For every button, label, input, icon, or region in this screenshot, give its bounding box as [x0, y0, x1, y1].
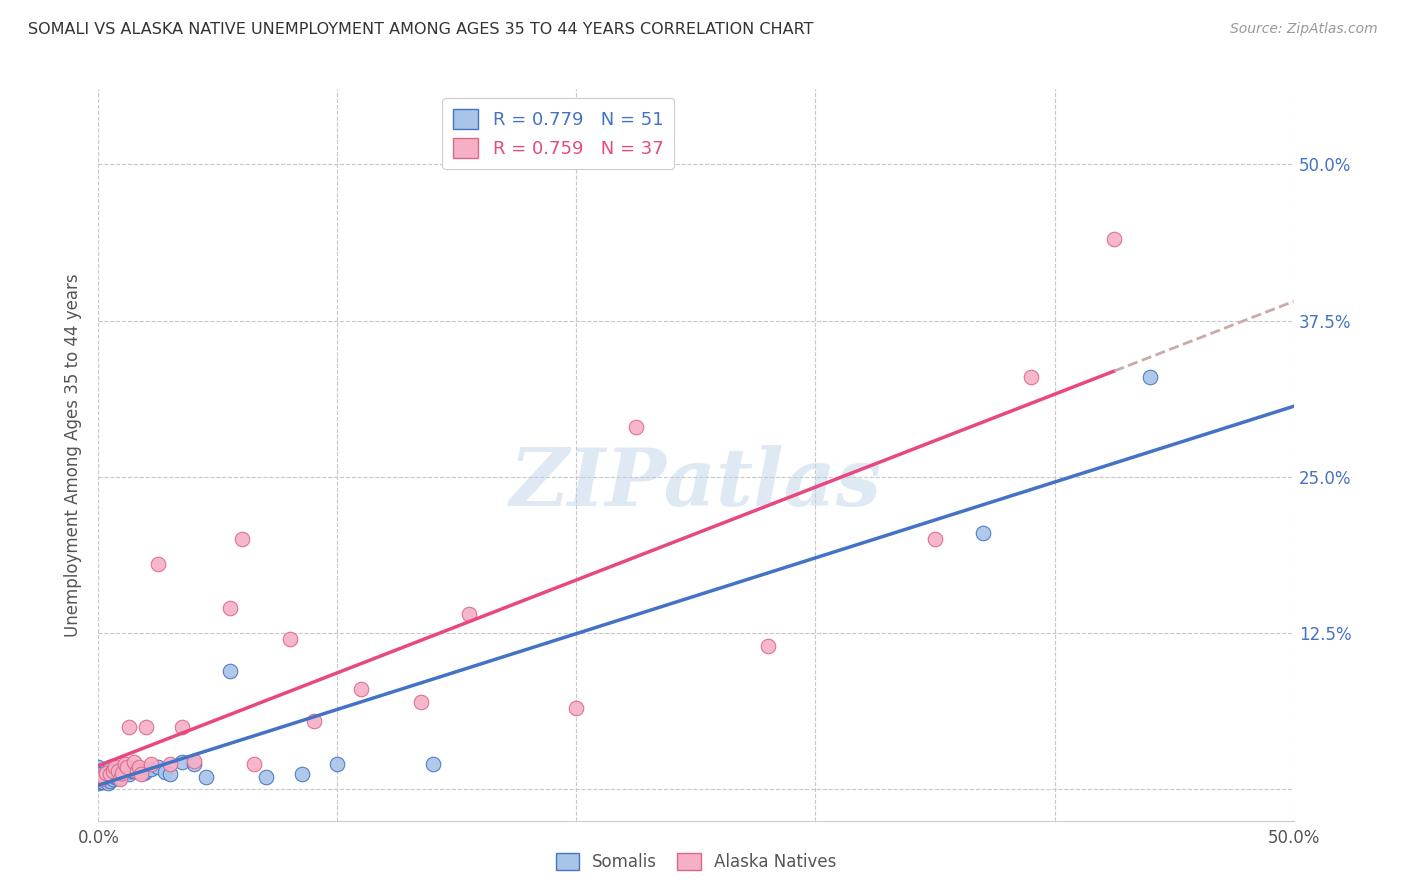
- Point: [972, 526, 994, 541]
- Point: [115, 764, 138, 779]
- Point: [458, 607, 481, 622]
- Point: [108, 772, 131, 787]
- Point: [125, 763, 148, 777]
- Point: [87, 767, 110, 781]
- Point: [87, 770, 110, 784]
- Point: [148, 558, 170, 572]
- Point: [90, 767, 112, 781]
- Point: [98, 767, 122, 781]
- Point: [924, 533, 946, 547]
- Y-axis label: Unemployment Among Ages 35 to 44 years: Unemployment Among Ages 35 to 44 years: [65, 273, 83, 637]
- Point: [104, 760, 127, 774]
- Point: [90, 775, 112, 789]
- Point: [125, 764, 148, 778]
- Point: [194, 770, 218, 784]
- Point: [121, 764, 143, 778]
- Point: [101, 764, 124, 778]
- Point: [128, 763, 150, 777]
- Point: [111, 767, 134, 781]
- Point: [111, 763, 134, 777]
- Point: [118, 767, 141, 781]
- Point: [254, 770, 277, 784]
- Point: [219, 601, 242, 615]
- Legend: Somalis, Alaska Natives: Somalis, Alaska Natives: [548, 847, 844, 878]
- Point: [565, 701, 588, 715]
- Point: [159, 767, 181, 781]
- Point: [128, 760, 150, 774]
- Point: [139, 757, 162, 772]
- Point: [104, 764, 127, 778]
- Text: SOMALI VS ALASKA NATIVE UNEMPLOYMENT AMONG AGES 35 TO 44 YEARS CORRELATION CHART: SOMALI VS ALASKA NATIVE UNEMPLOYMENT AMO…: [28, 22, 814, 37]
- Point: [91, 775, 114, 789]
- Point: [131, 767, 153, 781]
- Point: [91, 770, 114, 784]
- Point: [87, 772, 110, 787]
- Point: [90, 772, 112, 787]
- Point: [350, 682, 373, 697]
- Point: [87, 770, 110, 784]
- Point: [124, 764, 146, 778]
- Point: [219, 664, 242, 678]
- Point: [94, 766, 117, 780]
- Point: [90, 772, 112, 787]
- Point: [139, 763, 162, 777]
- Point: [1139, 369, 1161, 384]
- Point: [107, 764, 129, 778]
- Point: [91, 770, 114, 784]
- Point: [183, 754, 205, 768]
- Point: [148, 760, 170, 774]
- Point: [422, 757, 444, 772]
- Point: [97, 776, 120, 790]
- Point: [411, 695, 433, 709]
- Point: [155, 764, 177, 779]
- Point: [172, 720, 194, 734]
- Point: [291, 767, 314, 781]
- Point: [98, 767, 122, 781]
- Point: [132, 766, 155, 780]
- Text: Source: ZipAtlas.com: Source: ZipAtlas.com: [1230, 22, 1378, 37]
- Point: [87, 760, 110, 774]
- Point: [111, 766, 134, 780]
- Point: [104, 770, 127, 784]
- Point: [115, 760, 138, 774]
- Point: [98, 773, 122, 788]
- Point: [114, 757, 136, 772]
- Point: [94, 772, 117, 787]
- Point: [231, 533, 253, 547]
- Point: [626, 419, 648, 434]
- Point: [108, 770, 131, 784]
- Point: [114, 766, 136, 780]
- Point: [87, 776, 110, 790]
- Point: [97, 770, 120, 784]
- Text: ZIPatlas: ZIPatlas: [510, 445, 882, 523]
- Point: [1102, 232, 1125, 246]
- Point: [1019, 369, 1042, 384]
- Point: [135, 720, 157, 734]
- Point: [94, 766, 117, 780]
- Point: [159, 757, 181, 772]
- Point: [243, 757, 266, 772]
- Point: [108, 766, 131, 780]
- Point: [172, 755, 194, 769]
- Point: [101, 772, 124, 787]
- Point: [118, 720, 141, 734]
- Point: [124, 755, 146, 769]
- Point: [278, 632, 301, 647]
- Point: [98, 760, 122, 774]
- Point: [107, 771, 129, 785]
- Point: [107, 764, 129, 778]
- Point: [326, 757, 349, 772]
- Point: [101, 764, 124, 779]
- Point: [131, 764, 153, 779]
- Point: [183, 757, 205, 772]
- Point: [756, 639, 779, 653]
- Point: [135, 764, 157, 778]
- Point: [302, 714, 325, 728]
